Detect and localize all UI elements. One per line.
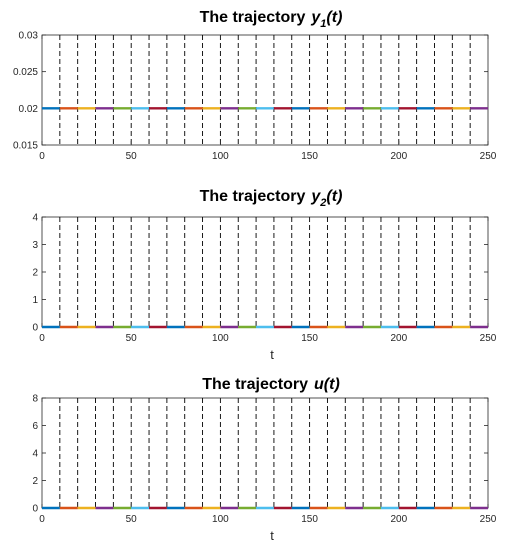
plot-area (41, 397, 489, 509)
x-tick-label: 150 (301, 333, 318, 344)
x-tick-label: 200 (390, 514, 407, 525)
x-tick-label: 50 (126, 333, 138, 344)
x-tick-label: 100 (212, 151, 229, 162)
plot-area (41, 216, 489, 328)
x-tick-label: 0 (39, 333, 45, 344)
y-tick-label: 4 (32, 449, 38, 460)
y-tick-label: 2 (32, 268, 38, 279)
y-tick-label: 8 (32, 394, 38, 405)
y-tick-label: 0.03 (19, 31, 39, 42)
panel-y1: The trajectory y1(t) 0 50 100 150 200 250 0.015… (13, 9, 497, 162)
x-tick-label: 50 (126, 151, 138, 162)
x-tick-label: 200 (390, 333, 407, 344)
panel-y2-xlabel: t (270, 347, 274, 362)
panel-u-title: The trajectory u(t) (202, 376, 340, 393)
panel-y2-title: The trajectory y2(t) (200, 188, 343, 209)
y-tick-label: 2 (32, 476, 38, 487)
y-tick-label: 4 (32, 213, 38, 224)
panel-u-plot: 0 50 100 150 200 250 0 2 4 6 8 (32, 394, 496, 526)
panel-y2: The trajectory y2(t) 0 50 100 150 200 250 0 1 2 3 4… (32, 188, 496, 362)
x-tick-label: 250 (480, 514, 497, 525)
panel-u-xlabel: t (270, 528, 274, 543)
x-tick-label: 100 (212, 514, 229, 525)
x-tick-label: 150 (301, 151, 318, 162)
y-tick-label: 0 (32, 504, 38, 515)
y-tick-label: 0.02 (19, 104, 39, 115)
y-tick-label: 1 (32, 295, 38, 306)
x-tick-label: 200 (390, 151, 407, 162)
panel-y2-plot: 0 50 100 150 200 250 0 1 2 3 4 (32, 213, 496, 345)
x-tick-label: 250 (480, 151, 497, 162)
plot-area (41, 34, 489, 146)
y-tick-label: 6 (32, 421, 38, 432)
y-tick-label: 0 (32, 323, 38, 334)
panel-y1-plot: 0 50 100 150 200 250 0.015 0.02 0.025 0.03 (13, 31, 497, 163)
y-tick-label: 0.025 (13, 67, 38, 78)
x-tick-label: 0 (39, 514, 45, 525)
x-tick-label: 100 (212, 333, 229, 344)
x-tick-label: 150 (301, 514, 318, 525)
x-tick-label: 250 (480, 333, 497, 344)
y-tick-label: 3 (32, 240, 38, 251)
y-tick-label: 0.015 (13, 141, 38, 152)
panel-u: The trajectory u(t) 0 50 100 150 200 25002468 … (32, 376, 496, 543)
panel-y1-title: The trajectory y1(t) (200, 9, 343, 30)
x-tick-label: 0 (39, 151, 45, 162)
x-tick-label: 50 (126, 514, 138, 525)
